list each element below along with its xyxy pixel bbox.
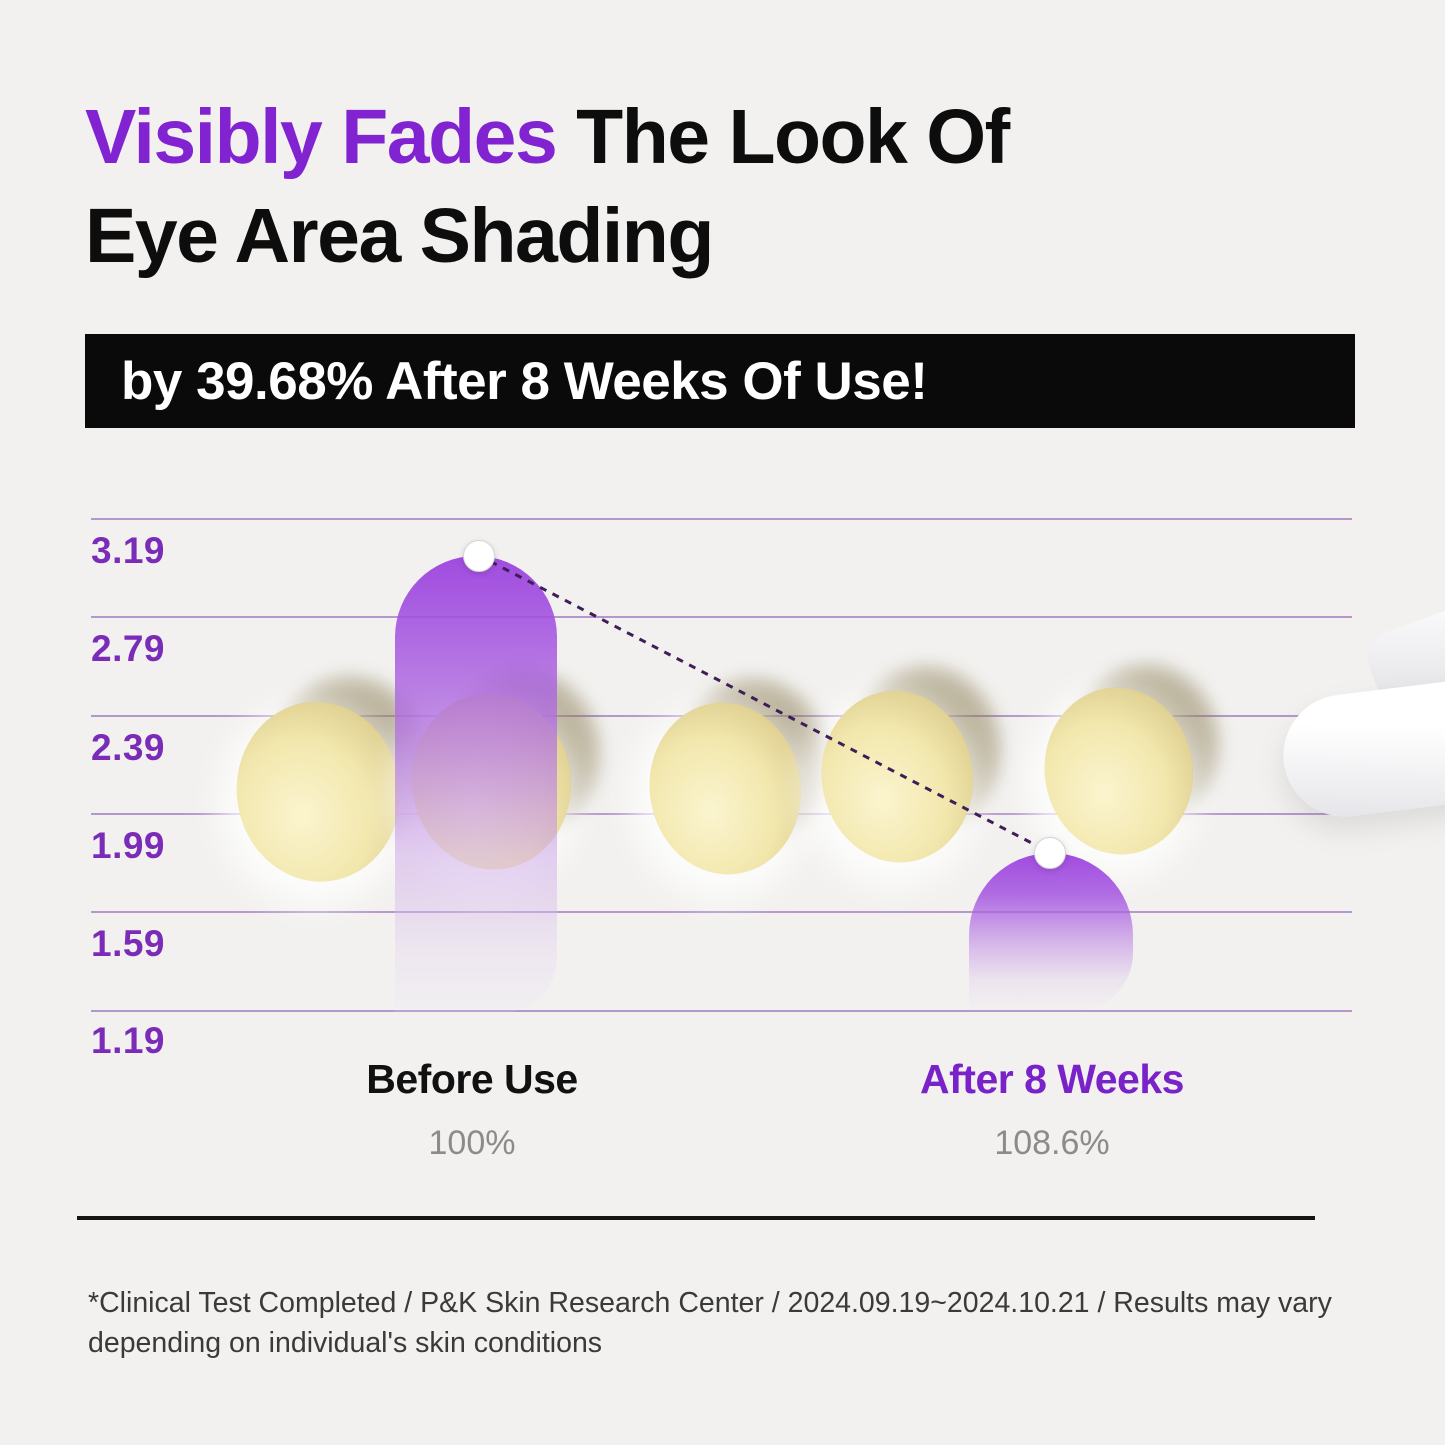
y-axis-tick: 3.19 <box>91 530 166 571</box>
gridline <box>91 911 1352 913</box>
y-axis-tick: 1.99 <box>91 825 166 866</box>
category-sublabel-after: 108.6% <box>994 1124 1110 1162</box>
tube-nozzle <box>1276 674 1445 824</box>
title-highlight: Visibly Fades <box>85 94 558 180</box>
claim-banner-text: by 39.68% After 8 Weeks Of Use! <box>121 351 928 411</box>
tablet-decoration <box>1031 650 1234 865</box>
title-line2: Eye Area Shading <box>85 193 714 279</box>
y-axis-tick: 1.59 <box>91 923 166 964</box>
y-axis-tick: 2.79 <box>91 628 166 669</box>
bar-before-use <box>395 556 557 1013</box>
gridline <box>91 1010 1352 1012</box>
bar-after-8-weeks <box>969 853 1133 1011</box>
tablet-decoration <box>635 664 843 885</box>
category-label-before: Before Use <box>366 1056 578 1102</box>
marker-dot-before <box>463 540 495 572</box>
divider-line <box>77 1216 1315 1220</box>
claim-banner: by 39.68% After 8 Weeks Of Use! <box>85 334 1355 428</box>
tablet-decoration <box>807 652 1016 873</box>
y-axis-tick: 2.39 <box>91 727 166 768</box>
category-sublabel-before: 100% <box>428 1124 516 1162</box>
marker-dot-after <box>1034 837 1066 869</box>
gridline <box>91 518 1352 520</box>
category-label-after: After 8 Weeks <box>920 1056 1184 1102</box>
y-axis-tick: 1.19 <box>91 1020 166 1061</box>
page-title: Visibly Fades The Look Of Eye Area Shadi… <box>85 88 1385 286</box>
gridline <box>91 616 1352 618</box>
title-rest-line1: The Look Of <box>556 94 1010 180</box>
clinical-footnote: *Clinical Test Completed / P&K Skin Rese… <box>88 1287 1332 1359</box>
